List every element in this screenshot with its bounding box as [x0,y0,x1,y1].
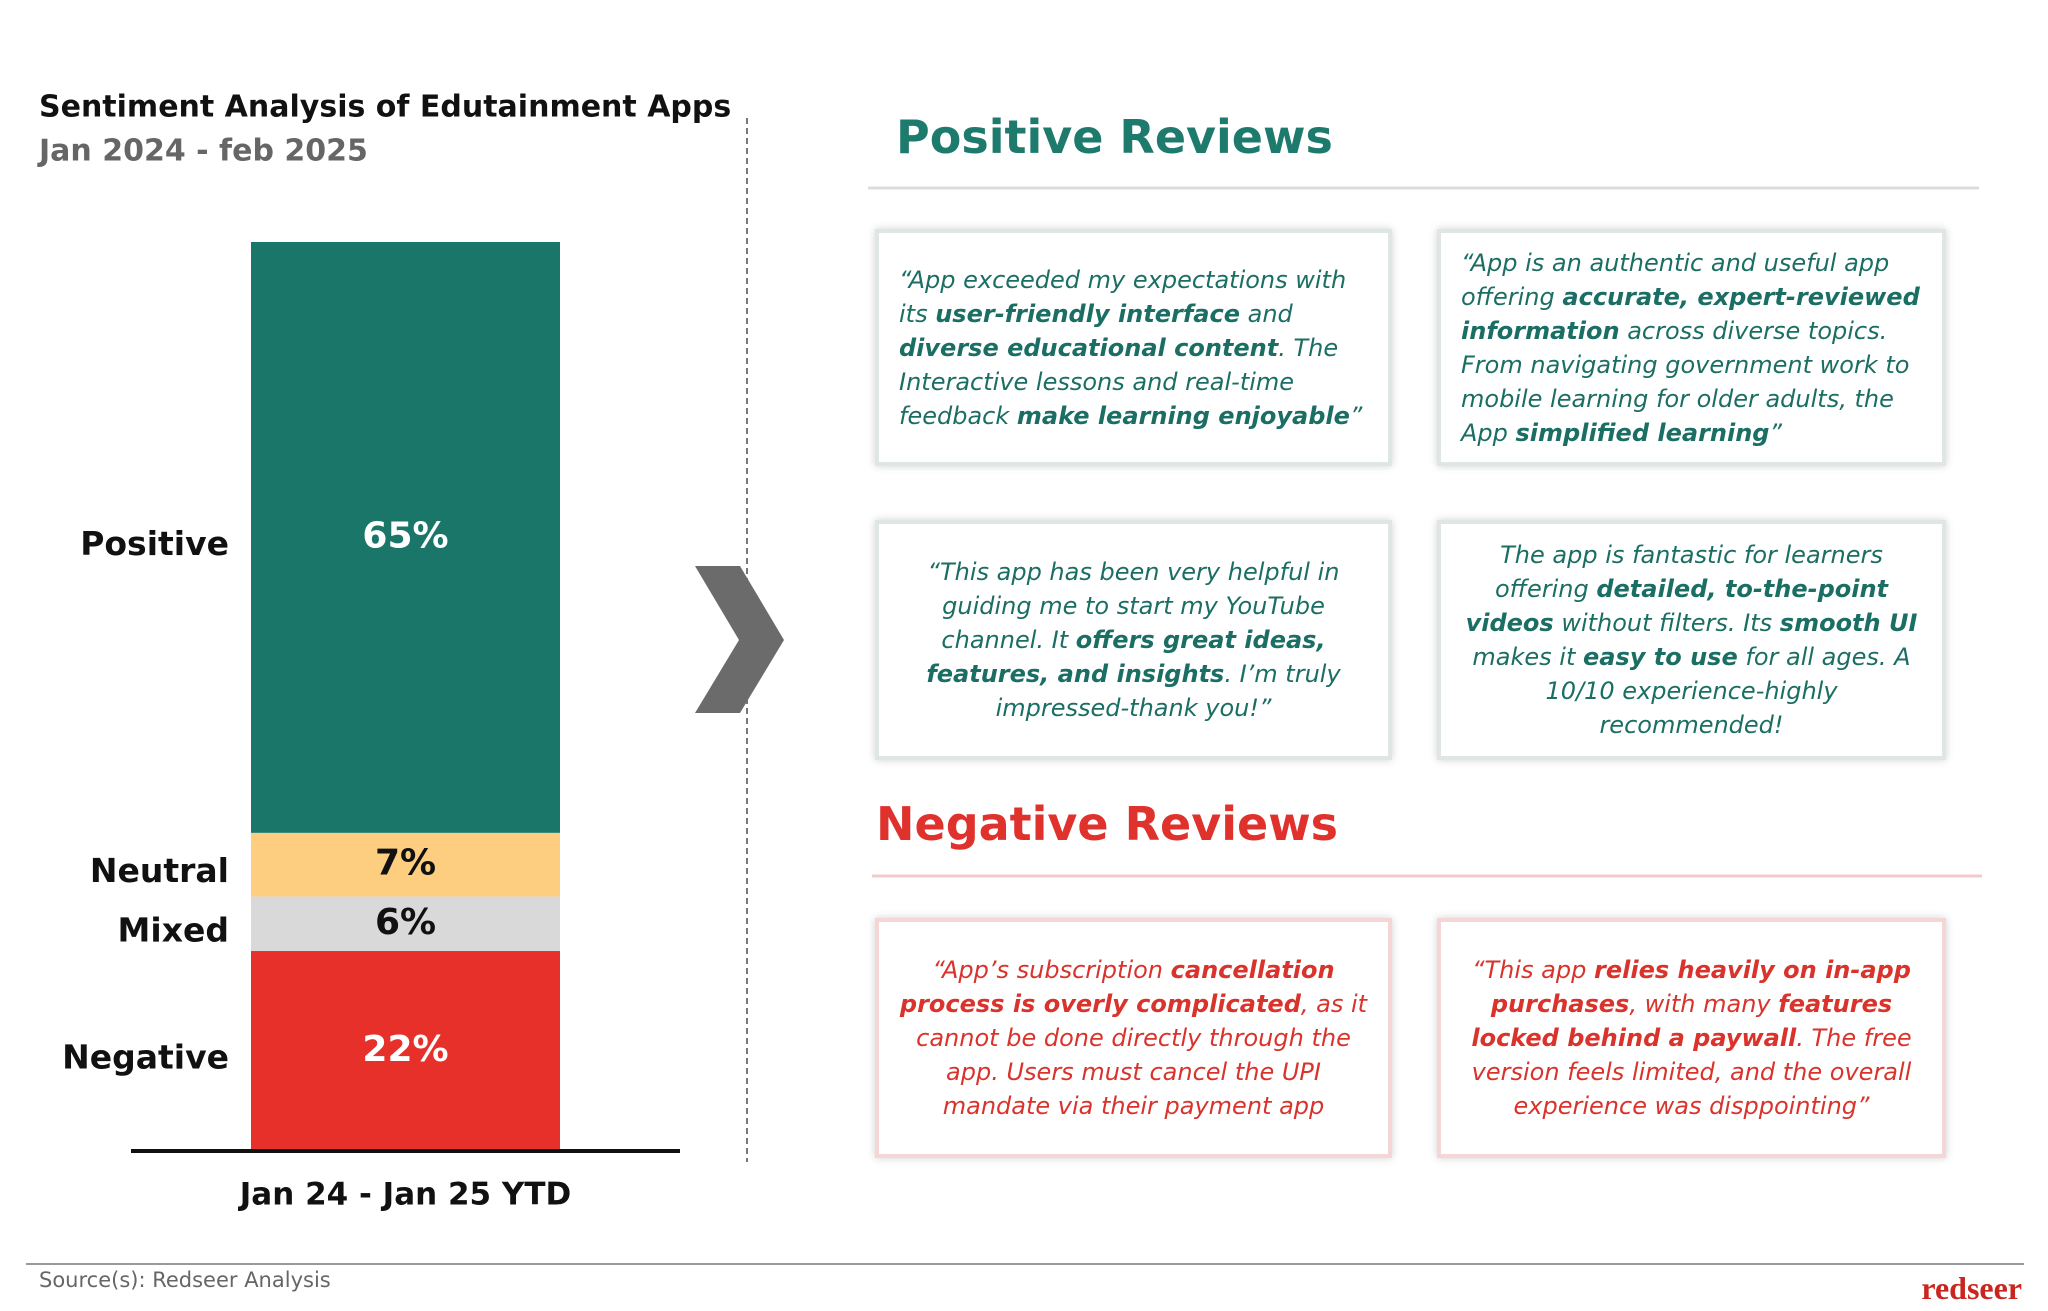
review-text: The app is fantastic for learners offeri… [1494,541,1883,603]
review-emphasis: simplified learning [1515,418,1770,447]
section-heading: Negative Reviews [876,797,1339,851]
review-emphasis: smooth UI [1779,609,1918,637]
bar-segment [251,242,560,833]
value-label: 65% [362,515,448,556]
review-text: . The Interactive lessons and real-time … [899,333,1339,430]
chart-subtitle: Jan 2024 - feb 2025 [37,134,368,169]
value-label: 6% [375,902,436,943]
review-emphasis: easy to use [1583,643,1738,671]
series-label: Positive [80,524,229,563]
review-text: across diverse topics. From navigating g… [1461,316,1910,447]
review-card: The app is fantastic for learners offeri… [1437,520,1946,760]
review-text: “This app [1472,956,1594,984]
review-card: “This app has been very helpful in guidi… [875,520,1392,760]
review-text: “This app has been very helpful in guidi… [927,558,1340,654]
bar-segment [251,951,560,1151]
review-card: “This app relies heavily on in-app purch… [1437,918,1946,1158]
review-emphasis: features locked behind a paywall [1471,990,1893,1052]
review-text: , with many [1629,990,1779,1018]
review-emphasis: accurate, expert-reviewed information [1461,282,1920,345]
review-text: makes it [1472,643,1584,671]
series-label: Mixed [118,910,229,949]
review-text: “App exceeded my expectations with its [899,265,1347,328]
x-tick-label: Jan 24 - Jan 25 YTD [238,1177,571,1213]
review-emphasis: offers great ideas, features, and insigh… [926,626,1326,688]
chevron [695,566,784,713]
review-text: . I’m truly impressed-thank you!” [995,660,1341,722]
chart-title: Sentiment Analysis of Edutainment Apps [39,90,731,125]
review-card: “App’s subscription cancellation process… [875,918,1392,1158]
review-text: ” [1349,401,1363,430]
review-card: “App is an authentic and useful app offe… [1437,229,1946,466]
review-emphasis: relies heavily on in-app purchases [1490,956,1911,1018]
review-text: ” [1769,418,1782,447]
review-text: , as it cannot be done directly through … [916,990,1368,1120]
review-text: for all ages. A 10/10 experience-highly … [1545,643,1911,739]
review-emphasis: make learning enjoyable [1016,401,1350,430]
series-label: Neutral [90,851,229,890]
review-text: . The free version feels limited, and th… [1471,1024,1912,1120]
review-emphasis: cancellation process is overly complicat… [899,956,1335,1018]
review-text: and [1239,299,1293,328]
section-heading: Positive Reviews [896,110,1333,164]
value-label: 7% [375,843,436,884]
review-text: “App is an authentic and useful app offe… [1461,248,1890,311]
review-emphasis: user-friendly interface [935,299,1240,328]
logo: redseer [1921,1270,2022,1306]
review-emphasis: diverse educational content [899,333,1279,362]
source-note: Source(s): Redseer Analysis [39,1268,331,1292]
review-text: “App’s subscription [932,956,1171,984]
review-text: without filters. Its [1553,609,1780,637]
series-label: Negative [62,1038,229,1077]
bar-segment [251,896,560,952]
bar-segment [251,832,560,897]
review-emphasis: detailed, to-the-point videos [1465,575,1889,637]
review-card: “App exceeded my expectations with its u… [875,229,1392,466]
value-label: 22% [362,1029,448,1070]
